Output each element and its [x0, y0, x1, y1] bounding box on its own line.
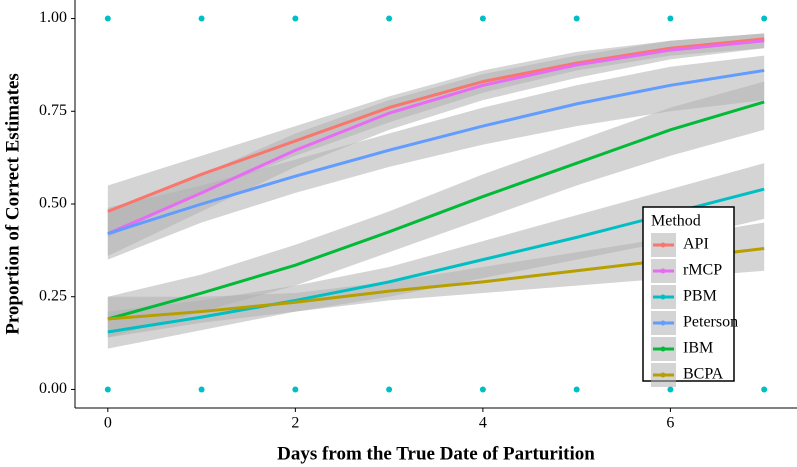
observation-point — [198, 386, 205, 393]
confidence-band — [107, 33, 765, 256]
observation-point — [292, 15, 299, 22]
observation-point — [479, 15, 486, 22]
observation-point — [198, 15, 205, 22]
observation-point — [292, 386, 299, 393]
observation-point — [386, 15, 393, 22]
y-tick-label: 1.00 — [39, 9, 67, 26]
observation-point — [573, 386, 580, 393]
y-tick-label: 0.00 — [39, 380, 67, 397]
y-tick-label: 0.25 — [39, 287, 67, 304]
x-tick-label: 0 — [104, 415, 112, 432]
observation-point — [573, 15, 580, 22]
y-axis-title: Proportion of Correct Estimates — [2, 73, 23, 335]
x-axis-title: Days from the True Date of Parturition — [277, 443, 595, 464]
observation-point — [104, 386, 111, 393]
legend-key-dot — [660, 268, 666, 274]
series-line — [107, 39, 765, 236]
legend-label: BCPA — [683, 366, 724, 383]
confidence-band — [107, 55, 765, 260]
x-tick-label: 6 — [666, 415, 674, 432]
observation-point — [667, 15, 674, 22]
observation-point — [761, 15, 768, 22]
legend-key-dot — [660, 242, 666, 248]
observation-point — [761, 386, 768, 393]
confidence-band — [107, 222, 765, 338]
observation-point — [386, 386, 393, 393]
observation-point — [479, 386, 486, 393]
x-tick-label: 4 — [479, 415, 487, 432]
series-line — [107, 37, 765, 213]
y-tick-label: 0.75 — [39, 102, 67, 119]
legend-label: PBM — [683, 288, 717, 305]
legend-key-dot — [660, 320, 666, 326]
legend-key-dot — [660, 294, 666, 300]
legend-key-dot — [660, 372, 666, 378]
x-tick-label: 2 — [291, 415, 299, 432]
series-line — [107, 68, 765, 236]
legend-key-dot — [660, 346, 666, 352]
legend-label: API — [683, 236, 709, 253]
legend-title: Method — [651, 213, 701, 230]
y-tick-label: 0.50 — [39, 195, 67, 212]
observation-point — [104, 15, 111, 22]
legend-label: IBM — [683, 340, 713, 357]
legend-label: Peterson — [683, 314, 738, 331]
legend-label: rMCP — [683, 262, 722, 279]
series-line — [107, 100, 765, 321]
observation-point — [667, 386, 674, 393]
